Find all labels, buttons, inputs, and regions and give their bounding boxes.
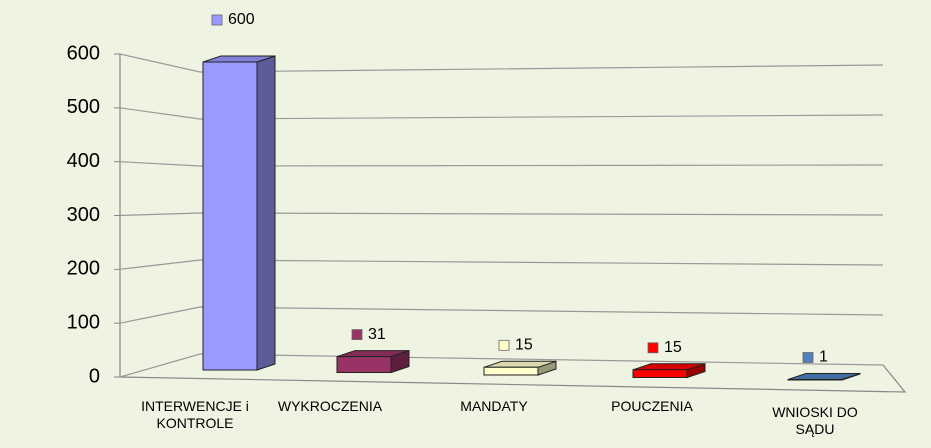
y-tick-label: 400 xyxy=(67,150,100,172)
bar-front xyxy=(202,61,258,371)
y-tick-label: 600 xyxy=(67,42,100,64)
bar-front xyxy=(787,378,843,381)
bar xyxy=(632,363,706,379)
grid-line xyxy=(119,161,884,167)
floor-edge xyxy=(119,364,907,393)
value-label: 600 xyxy=(228,11,255,28)
y-tick-label: 300 xyxy=(67,204,100,226)
bar-front xyxy=(483,366,539,376)
bar xyxy=(787,372,861,381)
label-key xyxy=(802,352,814,363)
bar xyxy=(336,349,410,374)
grid-line xyxy=(119,259,884,270)
y-tick-label: 0 xyxy=(89,365,100,387)
y-tick-label: 500 xyxy=(67,96,100,118)
grid-line xyxy=(119,107,884,120)
grid-line xyxy=(119,306,884,324)
value-label: 15 xyxy=(664,339,682,356)
x-tick-label: INTERWENCJE i KONTROLE xyxy=(141,398,249,431)
x-tick-label: MANDATY xyxy=(460,398,528,414)
label-key xyxy=(351,329,363,340)
bar-front xyxy=(336,356,392,373)
chart-area xyxy=(8,8,923,440)
label-key xyxy=(211,14,223,26)
bar-front xyxy=(632,369,688,378)
label-key xyxy=(498,339,510,351)
x-tick-label: POUCZENIA xyxy=(611,398,693,414)
x-tick-label: WNIOSKI DO SĄDU xyxy=(772,404,858,437)
grid-line xyxy=(119,353,884,378)
grid-line xyxy=(119,212,884,217)
value-label: 31 xyxy=(368,326,386,343)
grid-line xyxy=(119,53,884,73)
y-tick-label: 100 xyxy=(67,311,100,333)
bar-side xyxy=(256,55,276,371)
value-label: 15 xyxy=(515,337,533,354)
y-tick-label: 200 xyxy=(67,258,100,280)
x-tick-label: WYKROCZENIA xyxy=(277,398,383,414)
value-label: 1 xyxy=(819,349,828,366)
label-key xyxy=(647,342,659,354)
bar xyxy=(202,55,276,371)
bar xyxy=(483,360,557,376)
